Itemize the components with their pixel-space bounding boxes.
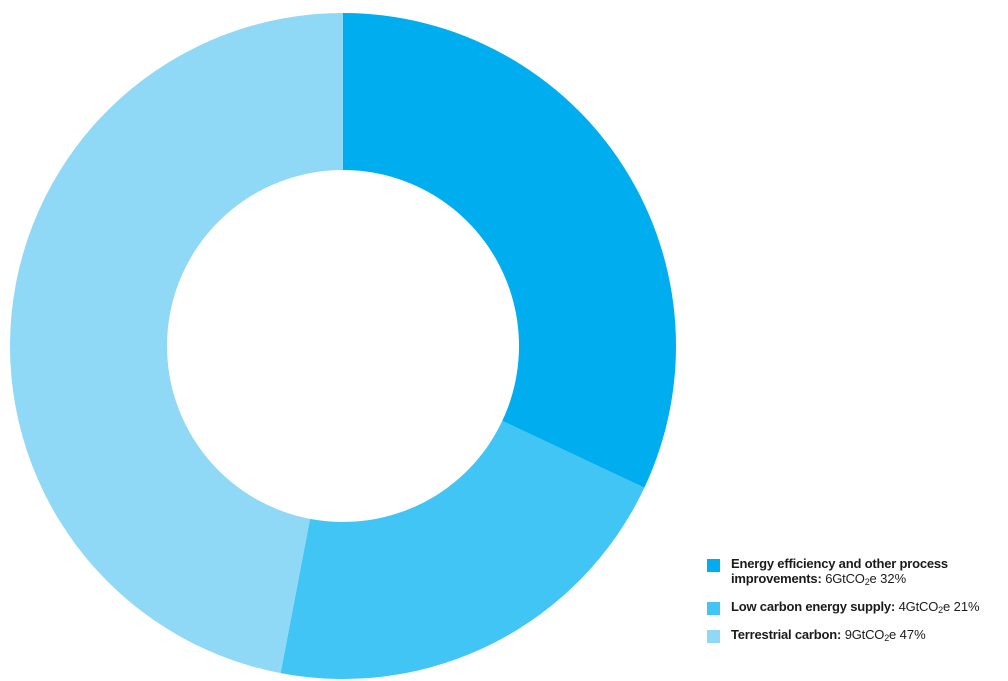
donut-slice-energy-efficiency: [343, 13, 677, 488]
legend-label: Low carbon energy supply:: [731, 599, 896, 614]
legend-item-terrestrial: Terrestrial carbon: 9GtCO2e 47%: [707, 627, 1007, 643]
legend-label: Energy efficiency and other process impr…: [731, 556, 948, 586]
legend-value: 9GtCO2e: [844, 627, 897, 643]
legend-swatch-terrestrial: [707, 630, 720, 643]
legend-swatch-energy-efficiency: [707, 559, 720, 572]
legend-label: Terrestrial carbon:: [731, 627, 842, 642]
legend-item-energy-efficiency: Energy efficiency and other process impr…: [707, 556, 1007, 587]
legend-percent: 32%: [880, 571, 907, 586]
donut-slice-terrestrial: [9, 13, 343, 674]
legend-percent: 47%: [899, 627, 926, 642]
donut-slice-low-carbon: [280, 420, 645, 680]
legend-item-low-carbon: Low carbon energy supply: 4GtCO2e 21%: [707, 599, 1007, 615]
legend-value: 4GtCO2e: [898, 599, 951, 615]
legend-value: 6GtCO2e: [825, 571, 877, 587]
legend-swatch-low-carbon: [707, 602, 720, 615]
chart-legend: Energy efficiency and other process impr…: [707, 556, 1007, 655]
legend-percent: 21%: [953, 599, 980, 614]
